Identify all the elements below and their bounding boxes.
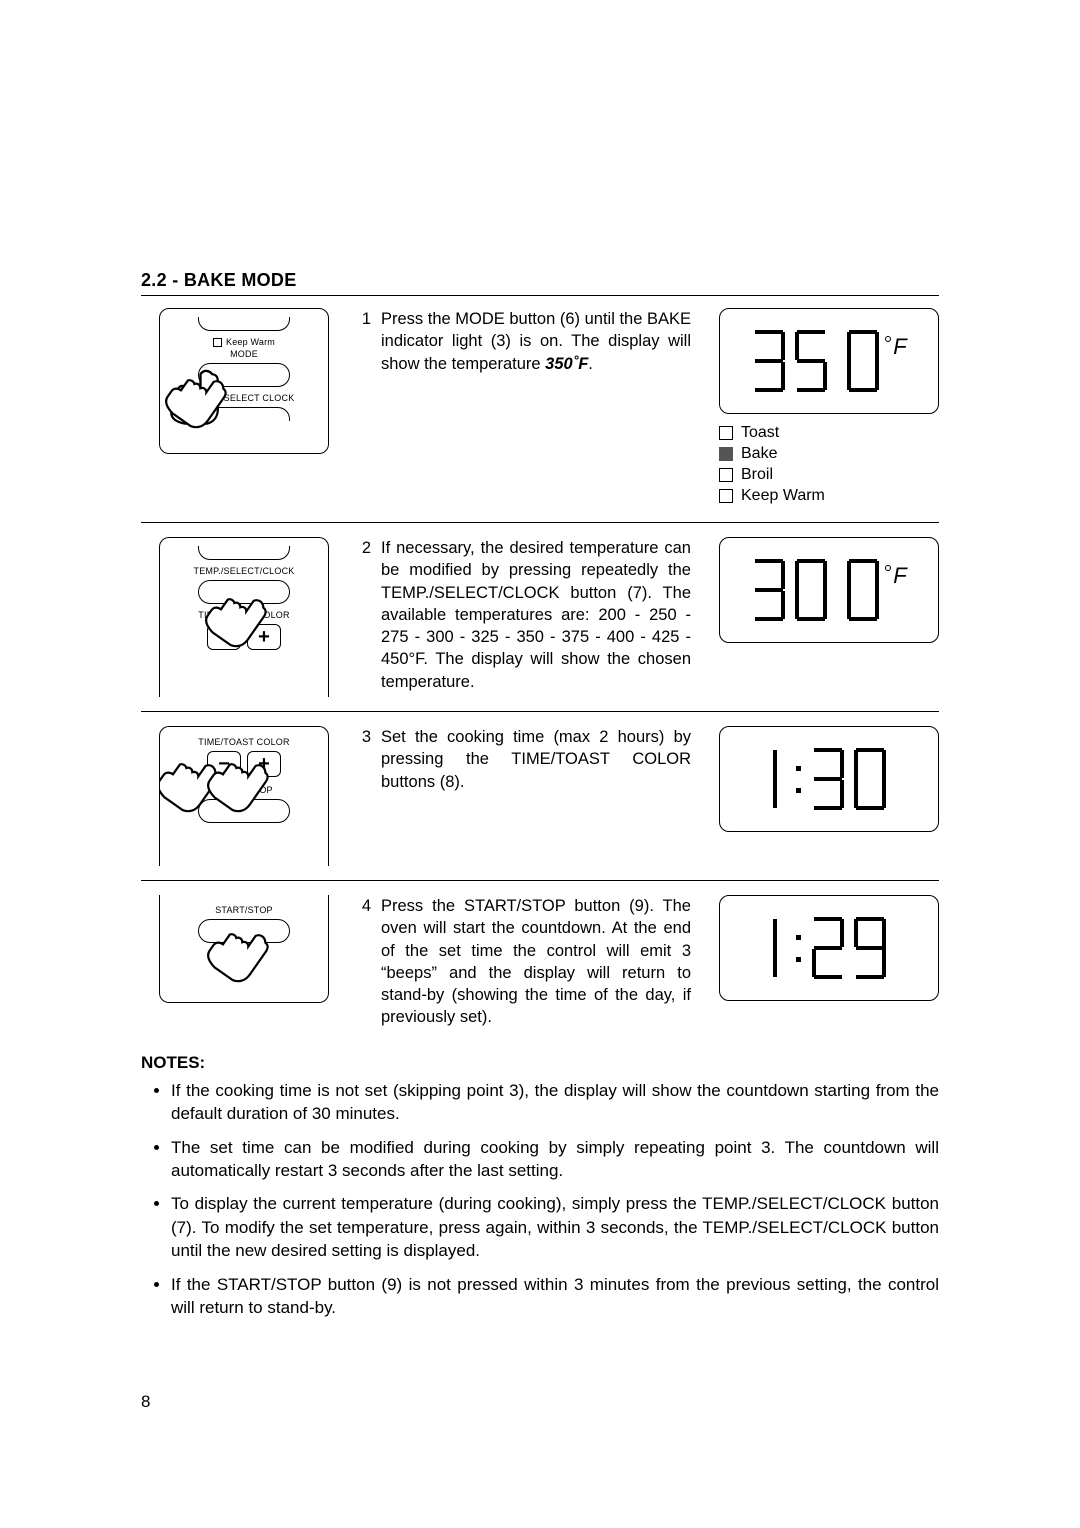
seg-colon bbox=[792, 748, 806, 810]
seg-1 bbox=[764, 748, 786, 810]
seg-1 bbox=[764, 917, 786, 979]
mode-indicator-list: Toast Bake Broil Keep Warm bbox=[719, 424, 939, 505]
step-number: 1 bbox=[357, 308, 371, 375]
control-panel-diagram: TIME/TOAST COLOR − + START/STOP bbox=[159, 726, 329, 866]
step-text: Set the cooking time (max 2 hours) by pr… bbox=[381, 726, 691, 793]
notes-heading: NOTES: bbox=[141, 1053, 939, 1073]
panel-label: TIME/TOAST COLOR bbox=[168, 610, 320, 620]
step-number: 2 bbox=[357, 537, 371, 693]
seg-3 bbox=[751, 559, 787, 621]
panel-label: START/STOP bbox=[168, 905, 320, 915]
seg-3 bbox=[751, 330, 787, 392]
unit-f: F bbox=[893, 563, 906, 589]
lcd-display: F bbox=[719, 308, 939, 414]
lcd-display: F bbox=[719, 537, 939, 643]
step-1: Keep Warm MODE TEMP. SELECT CLOCK 1 Pres… bbox=[141, 308, 939, 508]
step-4: START/STOP 4 Press the START/STOP button… bbox=[141, 895, 939, 1029]
seg-0 bbox=[845, 559, 881, 621]
unit-f: F bbox=[893, 334, 906, 360]
control-panel-diagram: START/STOP bbox=[159, 895, 329, 1003]
panel-label: Keep Warm bbox=[226, 337, 275, 347]
minus-button-icon: − bbox=[207, 624, 241, 650]
rule bbox=[141, 880, 939, 881]
rule bbox=[141, 295, 939, 296]
step-text: Press the START/STOP button (9). The ove… bbox=[381, 895, 691, 1029]
rule bbox=[141, 522, 939, 523]
indicator-keepwarm: Keep Warm bbox=[719, 487, 939, 505]
step-number: 3 bbox=[357, 726, 371, 793]
step-3: TIME/TOAST COLOR − + START/STOP 3 Set th… bbox=[141, 726, 939, 866]
note-item: If the START/STOP button (9) is not pres… bbox=[171, 1273, 939, 1320]
step-2: TEMP./SELECT/CLOCK TIME/TOAST COLOR − + … bbox=[141, 537, 939, 697]
section-heading: 2.2 - BAKE MODE bbox=[141, 270, 939, 291]
panel-label: MODE bbox=[168, 349, 320, 359]
notes-list: If the cooking time is not set (skipping… bbox=[141, 1079, 939, 1320]
seg-0 bbox=[852, 748, 888, 810]
rule bbox=[141, 711, 939, 712]
panel-label: START/STOP bbox=[168, 785, 320, 795]
panel-label: TEMP./SELECT/CLOCK bbox=[168, 566, 320, 576]
plus-button-icon: + bbox=[247, 751, 281, 777]
control-panel-diagram: Keep Warm MODE TEMP. SELECT CLOCK bbox=[159, 308, 329, 454]
lcd-display bbox=[719, 895, 939, 1001]
start-stop-button-icon bbox=[198, 919, 290, 943]
note-item: To display the current temperature (duri… bbox=[171, 1192, 939, 1262]
step-number: 4 bbox=[357, 895, 371, 1029]
control-panel-diagram: TEMP./SELECT/CLOCK TIME/TOAST COLOR − + bbox=[159, 537, 329, 697]
temp-select-button-icon bbox=[198, 580, 290, 604]
minus-button-icon: − bbox=[207, 751, 241, 777]
note-item: The set time can be modified during cook… bbox=[171, 1136, 939, 1183]
step-text: If necessary, the desired temperature ca… bbox=[381, 537, 691, 693]
start-stop-button-icon bbox=[198, 799, 290, 823]
lcd-display bbox=[719, 726, 939, 832]
manual-page: 2.2 - BAKE MODE Keep Warm MODE TEMP. SEL… bbox=[141, 270, 939, 1330]
plus-minus-buttons: − + bbox=[168, 751, 320, 777]
note-item: If the cooking time is not set (skipping… bbox=[171, 1079, 939, 1126]
page-number: 8 bbox=[141, 1392, 150, 1412]
seg-5 bbox=[793, 330, 829, 392]
step-text: Press the MODE button (6) until the BAKE… bbox=[381, 308, 691, 375]
plus-minus-buttons: − + bbox=[168, 624, 320, 650]
panel-label: TEMP. SELECT CLOCK bbox=[168, 393, 320, 403]
seg-2 bbox=[810, 917, 846, 979]
indicator-broil: Broil bbox=[719, 466, 939, 484]
seg-colon bbox=[792, 917, 806, 979]
mode-button-icon bbox=[198, 363, 290, 387]
seg-0 bbox=[845, 330, 881, 392]
panel-label: TIME/TOAST COLOR bbox=[168, 737, 320, 747]
seg-3 bbox=[810, 748, 846, 810]
indicator-bake: Bake bbox=[719, 445, 939, 463]
plus-button-icon: + bbox=[247, 624, 281, 650]
indicator-toast: Toast bbox=[719, 424, 939, 442]
seg-9 bbox=[852, 917, 888, 979]
seg-0 bbox=[793, 559, 829, 621]
